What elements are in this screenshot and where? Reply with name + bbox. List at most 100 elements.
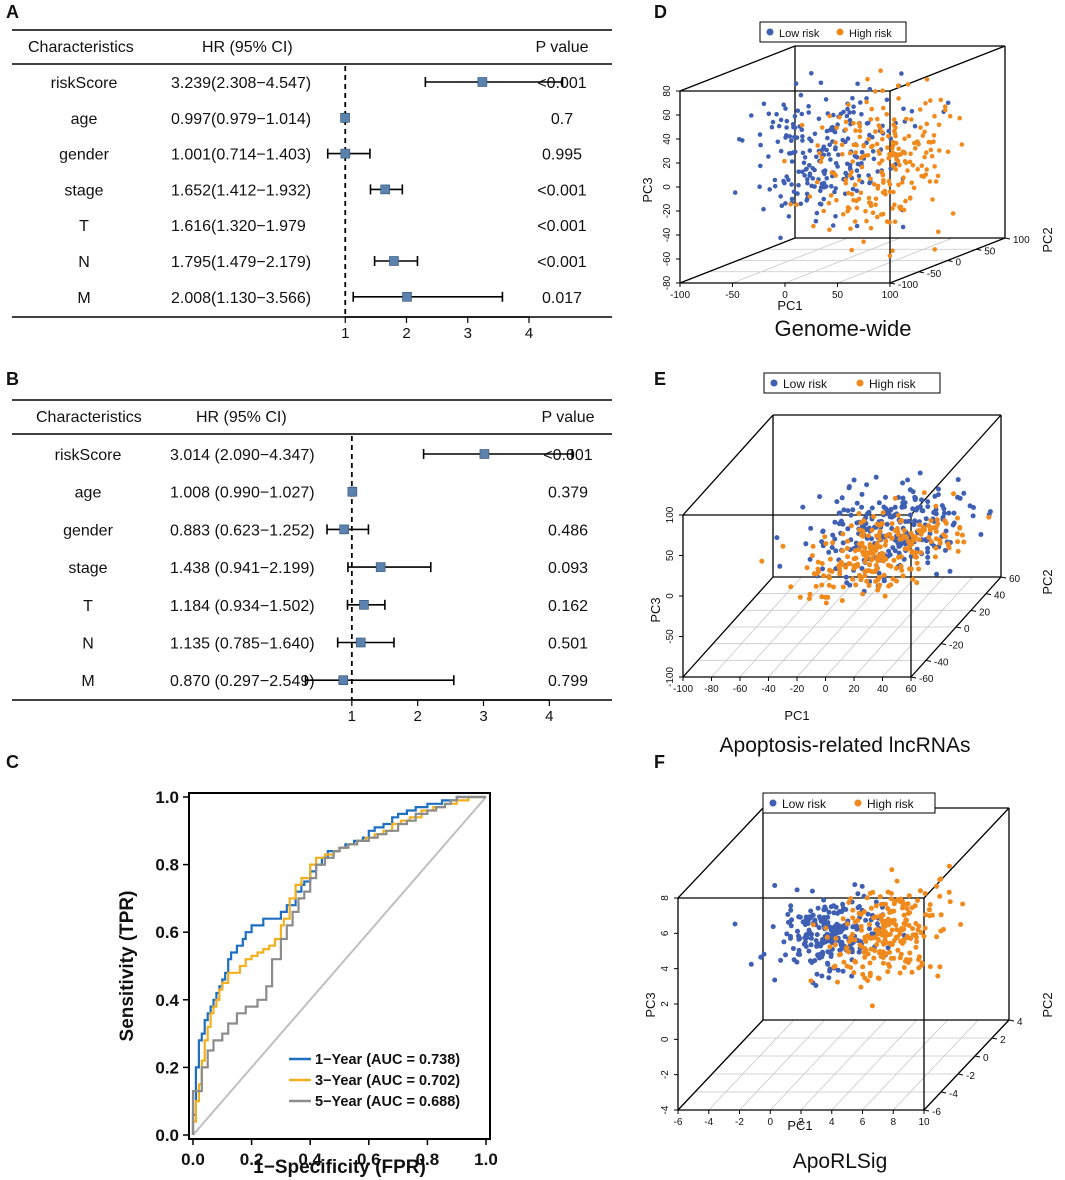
point-low-risk [855, 161, 861, 167]
point-high-risk [911, 185, 917, 191]
point-high-risk [955, 548, 961, 554]
point-high-risk [907, 159, 913, 165]
point-low-risk [987, 509, 993, 515]
row-hr-ci: 2.008(1.130−3.566) [171, 290, 311, 307]
point-high-risk [840, 548, 845, 554]
point-low-risk [757, 184, 762, 189]
point-high-risk [895, 158, 901, 164]
point-high-risk [843, 177, 849, 183]
point-low-risk [871, 156, 877, 162]
point-high-risk [886, 583, 892, 589]
row-name: gender [59, 147, 109, 164]
box-edge [677, 1019, 764, 1111]
point-high-risk [807, 591, 813, 597]
point-high-risk [877, 536, 883, 542]
point-high-risk [920, 133, 926, 138]
point-high-risk [851, 197, 856, 203]
point-high-risk [833, 140, 838, 145]
point-low-risk [800, 138, 805, 143]
point-high-risk [917, 888, 923, 894]
point-high-risk [905, 911, 911, 916]
point-high-risk [892, 202, 897, 207]
point-high-risk [871, 514, 877, 520]
point-high-risk [905, 168, 910, 173]
point-high-risk [880, 88, 885, 93]
point-low-risk [794, 887, 800, 893]
point-low-risk [856, 173, 862, 179]
point-high-risk [885, 969, 891, 975]
x-tick-label: 20 [848, 684, 860, 695]
point-high-risk [861, 239, 866, 244]
row-hr-ci: 1.616(1.320−1.979 [171, 218, 306, 235]
point-low-risk [796, 169, 801, 174]
point-low-risk [781, 102, 786, 107]
point-high-risk [827, 556, 833, 562]
point-low-risk [934, 571, 940, 577]
box-edge [682, 576, 774, 678]
point-high-risk [863, 208, 868, 214]
point-high-risk [843, 119, 849, 125]
point-high-risk [831, 584, 836, 590]
x-tick-label: -40 [761, 684, 776, 695]
point-high-risk [901, 965, 907, 970]
y-tick [925, 659, 932, 662]
point-high-risk [900, 905, 905, 911]
y-tick-label: 100 [1013, 235, 1030, 246]
point-high-risk [846, 190, 851, 196]
point-high-risk [882, 593, 888, 599]
x-tick-label: 1 [348, 708, 356, 725]
point-high-risk [904, 906, 910, 912]
point-high-risk [908, 151, 913, 157]
point-low-risk [789, 196, 795, 202]
hr-point [375, 562, 386, 572]
point-high-risk [827, 944, 833, 950]
point-low-risk [844, 580, 850, 586]
point-high-risk [873, 548, 879, 553]
point-high-risk [887, 253, 893, 258]
point-high-risk [890, 576, 896, 582]
point-high-risk [887, 949, 892, 955]
point-low-risk [946, 510, 952, 516]
point-low-risk [824, 147, 829, 153]
point-low-risk [796, 947, 802, 953]
point-low-risk [808, 908, 814, 914]
x-axis-label: PC1 [787, 1118, 812, 1133]
point-low-risk [839, 495, 845, 501]
point-high-risk [856, 541, 862, 547]
point-high-risk [877, 894, 883, 900]
point-high-risk [868, 200, 873, 206]
point-high-risk [886, 178, 892, 184]
point-high-risk [881, 554, 886, 560]
point-low-risk [845, 161, 850, 167]
point-low-risk [902, 500, 908, 506]
point-high-risk [957, 115, 962, 121]
z-tick-label: 6 [660, 930, 671, 936]
point-low-risk [837, 510, 843, 516]
z-tick-label: 2 [660, 1001, 671, 1007]
point-high-risk [891, 955, 897, 961]
point-high-risk [883, 538, 889, 544]
point-low-risk [814, 932, 820, 938]
panel-label-d: D [654, 2, 667, 22]
point-high-risk [986, 514, 992, 520]
point-high-risk [811, 223, 816, 229]
point-low-risk [925, 504, 931, 510]
point-high-risk [898, 204, 904, 210]
point-low-risk [899, 71, 904, 76]
point-high-risk [845, 538, 851, 544]
point-high-risk [924, 167, 929, 172]
row-hr-ci: 3.014 (2.090−4.347) [170, 447, 315, 464]
point-high-risk [915, 140, 921, 146]
point-high-risk [879, 520, 885, 526]
point-low-risk [805, 180, 810, 186]
point-high-risk [827, 113, 833, 119]
point-high-risk [906, 893, 912, 899]
roc-plot: 0.0 0.2 0.4 0.6 0.8 1.0 0.0 0.2 0.4 0.6 0.8 1.0 1−Sp… [117, 788, 498, 1178]
point-high-risk [900, 149, 906, 154]
point-low-risk [851, 477, 857, 483]
point-high-risk [917, 522, 923, 528]
point-high-risk [923, 912, 929, 918]
point-low-risk [807, 148, 813, 153]
point-low-risk [815, 952, 821, 958]
